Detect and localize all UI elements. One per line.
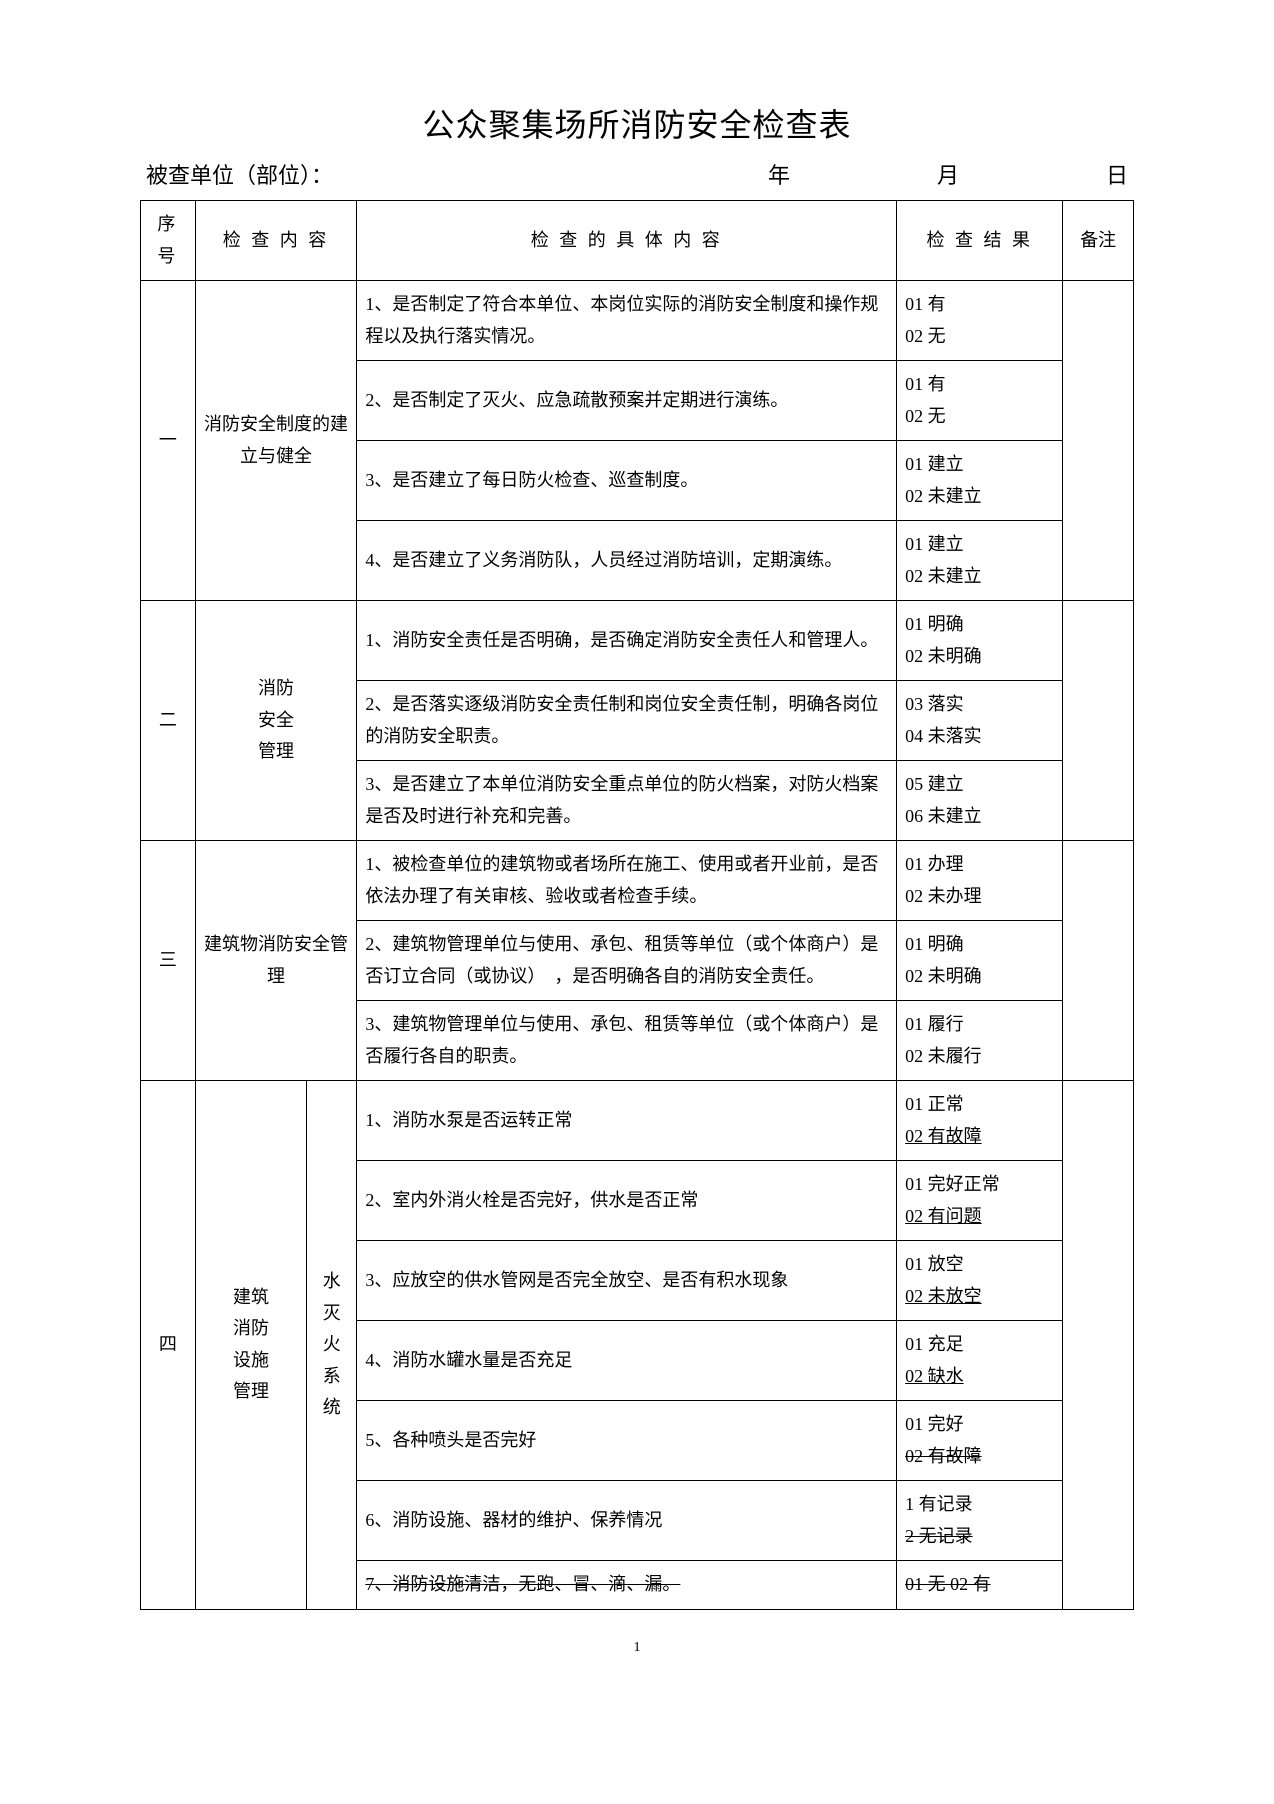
th-content: 检 查 内 容	[195, 201, 357, 281]
table-row: 四 建筑 消防 设施 管理 水 灭 火 系 统 1、消防水泵是否运转正常 01 …	[141, 1081, 1134, 1161]
result-cell: 03 落实 04 未落实	[897, 681, 1063, 761]
result-opt: 02 有故障	[905, 1121, 1054, 1153]
subcategory-cell: 水 灭 火 系 统	[307, 1081, 357, 1610]
table-header-row: 序号 检 查 内 容 检 查 的 具 体 内 容 检 查 结 果 备注	[141, 201, 1134, 281]
date-day-label: 日	[1106, 158, 1128, 190]
result-cell: 01 明确 02 未明确	[897, 921, 1063, 1001]
result-opt: 01 完好正常	[905, 1169, 1054, 1201]
result-cell-strike: 01 无 02 有	[897, 1561, 1063, 1610]
th-detail: 检 查 的 具 体 内 容	[357, 201, 897, 281]
detail-cell: 3、是否建立了本单位消防安全重点单位的防火档案，对防火档案是否及时进行补充和完善…	[357, 761, 897, 841]
result-opt: 02 未放空	[905, 1281, 1054, 1313]
detail-cell: 2、是否落实逐级消防安全责任制和岗位安全责任制，明确各岗位的消防安全职责。	[357, 681, 897, 761]
result-cell: 01 建立 02 未建立	[897, 521, 1063, 601]
seq-cell: 三	[141, 841, 196, 1081]
detail-cell: 3、建筑物管理单位与使用、承包、租赁等单位（或个体商户）是否履行各自的职责。	[357, 1001, 897, 1081]
result-cell: 01 有 02 无	[897, 281, 1063, 361]
seq-cell: 四	[141, 1081, 196, 1610]
result-opt: 1 有记录	[905, 1489, 1054, 1521]
detail-cell-strike: 7、消防设施清洁，无跑、冒、滴、漏。	[357, 1561, 897, 1610]
detail-cell: 6、消防设施、器材的维护、保养情况	[357, 1481, 897, 1561]
page-number: 1	[140, 1640, 1134, 1656]
result-cell: 01 办理 02 未办理	[897, 841, 1063, 921]
result-cell: 01 完好正常 02 有问题	[897, 1161, 1063, 1241]
note-cell	[1063, 281, 1134, 601]
note-cell	[1063, 1081, 1134, 1610]
detail-cell: 4、消防水罐水量是否充足	[357, 1321, 897, 1401]
result-opt: 01 放空	[905, 1249, 1054, 1281]
page-title: 公众聚集场所消防安全检查表	[140, 100, 1134, 146]
category-cell: 建筑物消防安全管理	[195, 841, 357, 1081]
detail-cell: 2、室内外消火栓是否完好，供水是否正常	[357, 1161, 897, 1241]
date-month-label: 月	[937, 158, 959, 190]
result-cell: 05 建立 06 未建立	[897, 761, 1063, 841]
detail-cell: 3、应放空的供水管网是否完全放空、是否有积水现象	[357, 1241, 897, 1321]
category-cell: 建筑 消防 设施 管理	[195, 1081, 307, 1610]
note-cell	[1063, 601, 1134, 841]
detail-cell: 1、消防安全责任是否明确，是否确定消防安全责任人和管理人。	[357, 601, 897, 681]
result-opt: 01 完好	[905, 1409, 1054, 1441]
result-cell: 01 建立 02 未建立	[897, 441, 1063, 521]
date-year-label: 年	[768, 158, 790, 190]
th-note: 备注	[1063, 201, 1134, 281]
detail-cell: 3、是否建立了每日防火检查、巡查制度。	[357, 441, 897, 521]
th-seq: 序号	[141, 201, 196, 281]
category-cell: 消防安全制度的建立与健全	[195, 281, 357, 601]
detail-cell: 1、是否制定了符合本单位、本岗位实际的消防安全制度和操作规程以及执行落实情况。	[357, 281, 897, 361]
detail-cell: 2、建筑物管理单位与使用、承包、租赁等单位（或个体商户）是否订立合同（或协议） …	[357, 921, 897, 1001]
meta-row: 被查单位（部位）： 年 月 日	[140, 158, 1134, 190]
note-cell	[1063, 841, 1134, 1081]
result-opt: 01 充足	[905, 1329, 1054, 1361]
result-opt-strike: 2 无记录	[905, 1521, 1054, 1553]
result-cell: 01 有 02 无	[897, 361, 1063, 441]
detail-cell: 5、各种喷头是否完好	[357, 1401, 897, 1481]
result-opt: 02 缺水	[905, 1361, 1054, 1393]
unit-label: 被查单位（部位）：	[146, 158, 768, 190]
detail-cell: 4、是否建立了义务消防队，人员经过消防培训，定期演练。	[357, 521, 897, 601]
result-cell: 01 放空 02 未放空	[897, 1241, 1063, 1321]
result-cell: 01 明确 02 未明确	[897, 601, 1063, 681]
th-result: 检 查 结 果	[897, 201, 1063, 281]
result-cell: 01 充足 02 缺水	[897, 1321, 1063, 1401]
result-opt: 01 正常	[905, 1089, 1054, 1121]
detail-cell: 1、被检查单位的建筑物或者场所在施工、使用或者开业前，是否依法办理了有关审核、验…	[357, 841, 897, 921]
seq-cell: 二	[141, 601, 196, 841]
result-cell: 01 正常 02 有故障	[897, 1081, 1063, 1161]
detail-cell: 1、消防水泵是否运转正常	[357, 1081, 897, 1161]
date-fields: 年 月 日	[768, 158, 1128, 190]
table-row: 三 建筑物消防安全管理 1、被检查单位的建筑物或者场所在施工、使用或者开业前，是…	[141, 841, 1134, 921]
check-table: 序号 检 查 内 容 检 查 的 具 体 内 容 检 查 结 果 备注 一 消防…	[140, 200, 1134, 1610]
result-opt-strike: 02 有故障	[905, 1441, 1054, 1473]
table-row: 二 消防 安全 管理 1、消防安全责任是否明确，是否确定消防安全责任人和管理人。…	[141, 601, 1134, 681]
result-cell: 1 有记录 2 无记录	[897, 1481, 1063, 1561]
result-opt: 02 有问题	[905, 1201, 1054, 1233]
result-cell: 01 完好 02 有故障	[897, 1401, 1063, 1481]
detail-cell: 2、是否制定了灭火、应急疏散预案并定期进行演练。	[357, 361, 897, 441]
category-cell: 消防 安全 管理	[195, 601, 357, 841]
result-cell: 01 履行 02 未履行	[897, 1001, 1063, 1081]
seq-cell: 一	[141, 281, 196, 601]
table-row: 一 消防安全制度的建立与健全 1、是否制定了符合本单位、本岗位实际的消防安全制度…	[141, 281, 1134, 361]
